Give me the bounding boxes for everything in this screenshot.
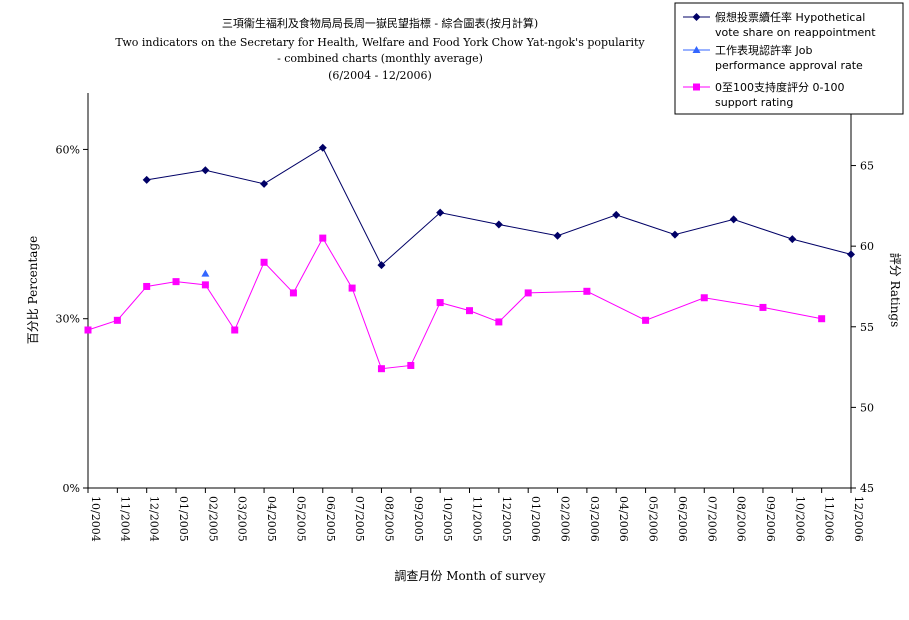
x-tick-label: 06/2006 [676, 496, 689, 542]
chart-subtitle-line-3: (6/2004 - 12/2006) [328, 69, 432, 82]
x-tick-label: 04/2005 [265, 496, 278, 542]
x-tick-label: 09/2006 [764, 496, 777, 542]
x-tick-label: 10/2006 [793, 496, 806, 542]
series-2-point [466, 307, 473, 315]
series-2-point [289, 289, 297, 297]
legend-label-0-line-1: vote share on reappointment [715, 26, 876, 39]
series-2 [84, 234, 826, 373]
series-2-point [84, 326, 92, 334]
x-tick-label: 11/2004 [118, 496, 131, 542]
legend-label-2-line-1: support rating [715, 96, 793, 109]
legend-box [674, 2, 904, 115]
series-0 [142, 143, 855, 270]
series-1-point [201, 269, 210, 277]
x-tick-label: 02/2006 [559, 496, 572, 542]
series-2-point [260, 258, 268, 266]
chart-subtitle-line-2: - combined charts (monthly average) [277, 52, 483, 65]
series-0-point [318, 143, 327, 152]
series-2-point [231, 326, 239, 334]
x-tick-label: 10/2005 [441, 496, 454, 542]
chart-titles: 三項衞生福利及食物局局長周一嶽民望指標 - 綜合圖表(按月計算) Two ind… [115, 16, 645, 82]
x-tick-label: 02/2005 [206, 496, 219, 542]
chart-title: 三項衞生福利及食物局局長周一嶽民望指標 - 綜合圖表(按月計算) [222, 16, 538, 30]
right-y-tick-label: 50 [860, 401, 874, 414]
legend-label-1-line-1: performance approval rate [715, 59, 863, 72]
series-2-point [818, 315, 826, 323]
legend-label-0-line-0: 假想投票續任率 Hypothetical [715, 10, 865, 24]
left-y-tick-label: 30% [56, 313, 80, 326]
right-y-axis-label: 評分 Ratings [888, 253, 903, 328]
series-2-point [436, 299, 444, 307]
chart-axes: 0% 30% 60% 45 50 55 60 65 [56, 93, 874, 495]
x-tick-label: 06/2005 [324, 496, 337, 542]
x-tick-label: 12/2004 [148, 496, 161, 542]
x-tick-label: 03/2006 [588, 496, 601, 542]
x-tick-label: 05/2005 [294, 496, 307, 542]
series-0-point [377, 261, 386, 270]
series-2-point [113, 316, 121, 324]
chart-legend: 假想投票續任率 Hypothetical vote share on reappo… [674, 2, 904, 115]
series-2-line [87, 237, 822, 370]
x-tick-label: 08/2006 [735, 496, 748, 542]
right-y-tick-label: 60 [860, 240, 874, 253]
series-2-point [172, 278, 180, 286]
series-2-point [642, 316, 650, 324]
left-y-tick-label: 0% [63, 482, 80, 495]
x-tick-label: 07/2005 [353, 496, 366, 542]
x-tick-label: 05/2006 [647, 496, 660, 542]
left-y-tick-label: 60% [56, 143, 80, 156]
x-tick-label: 01/2005 [177, 496, 190, 542]
right-y-tick-label: 45 [860, 482, 874, 495]
series-layer [84, 143, 855, 373]
series-0-point [260, 179, 269, 188]
series-0-point [553, 231, 562, 240]
x-tick-label: 03/2005 [236, 496, 249, 542]
series-0-point [788, 235, 797, 244]
series-0-line [146, 147, 852, 266]
series-1 [201, 269, 210, 277]
x-tick-label: 12/2005 [500, 496, 513, 542]
x-tick-label: 01/2006 [529, 496, 542, 542]
x-tick-label: 11/2005 [471, 496, 484, 542]
legend-label-2-line-0: 0至100支持度評分 0-100 [715, 80, 844, 94]
x-tick-label: 07/2006 [705, 496, 718, 542]
series-2-point [377, 365, 385, 373]
series-0-point [847, 250, 855, 259]
series-0-point [142, 175, 151, 184]
right-y-tick-label: 55 [860, 321, 874, 334]
series-2-point [407, 361, 415, 369]
legend-label-1-line-0: 工作表現認許率 Job [715, 43, 812, 57]
legend-marker-1 [692, 46, 701, 53]
series-2-point [319, 234, 327, 242]
series-2-point [495, 318, 503, 326]
legend-marker-2 [693, 83, 700, 91]
series-2-point [201, 281, 209, 289]
series-0-point [729, 215, 738, 224]
legend-marker-0 [692, 13, 701, 21]
series-2-point [143, 282, 151, 290]
series-2-point [524, 289, 532, 297]
series-0-point [436, 208, 445, 217]
x-tick-label: 12/2006 [852, 496, 865, 542]
x-tick-label: 11/2006 [823, 496, 836, 542]
series-0-point [670, 230, 679, 239]
x-axis-label: 調查月份 Month of survey [394, 569, 545, 583]
x-tick-label: 04/2006 [617, 496, 630, 542]
series-2-point [348, 284, 356, 292]
x-tick-label: 08/2005 [382, 496, 395, 542]
series-2-point [759, 303, 767, 311]
x-tick-label: 09/2005 [412, 496, 425, 542]
x-axis-ticks: 10/2004 11/2004 12/2004 01/2005 02/2005 03/20… [87, 488, 865, 542]
series-0-point [494, 220, 503, 229]
series-0-point [201, 166, 210, 175]
chart-subtitle-line-1: Two indicators on the Secretary for Heal… [115, 36, 645, 49]
series-2-point [583, 287, 591, 295]
series-0-point [612, 210, 621, 219]
x-tick-label: 10/2004 [89, 496, 102, 542]
series-2-point [700, 294, 708, 302]
right-y-tick-label: 65 [860, 160, 874, 173]
left-y-axis-label: 百分比 Percentage [26, 236, 40, 345]
